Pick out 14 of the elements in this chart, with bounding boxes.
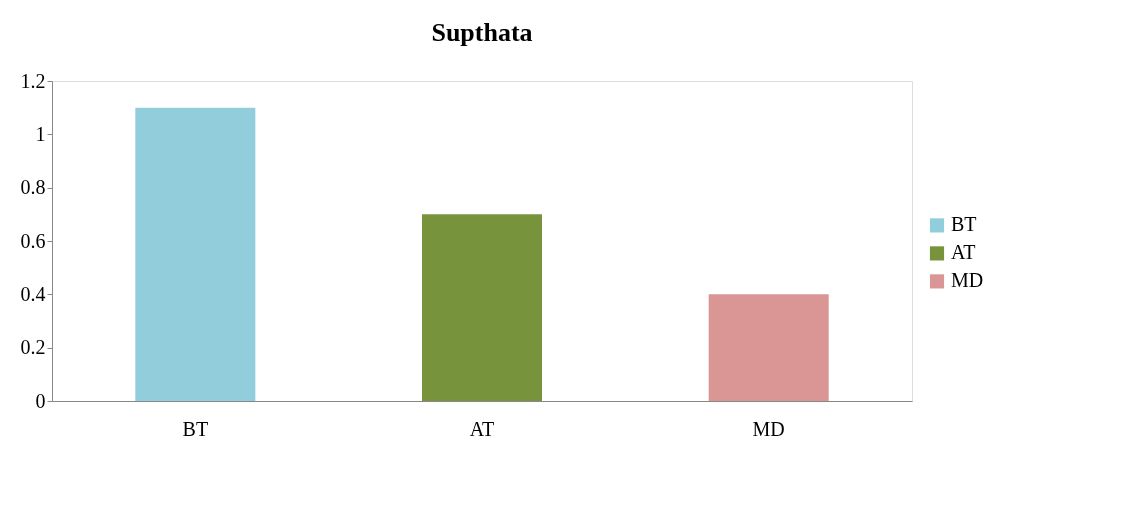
y-tick-label: 1 xyxy=(35,122,46,145)
chart-title: Supthata xyxy=(431,18,533,47)
legend-label: AT xyxy=(951,241,976,264)
y-tick-label: 0.4 xyxy=(20,282,46,305)
x-tick-label: BT xyxy=(182,417,209,440)
y-tick-label: 0.2 xyxy=(20,336,46,359)
legend-label: MD xyxy=(951,269,984,292)
x-tick-label: AT xyxy=(469,417,495,440)
y-tick-label: 1.2 xyxy=(20,69,46,92)
legend-label: BT xyxy=(951,213,977,236)
x-tick-label: MD xyxy=(752,417,785,440)
y-tick-label: 0 xyxy=(35,389,46,412)
y-tick-label: 0.6 xyxy=(20,229,46,252)
y-tick-label: 0.8 xyxy=(20,176,46,199)
